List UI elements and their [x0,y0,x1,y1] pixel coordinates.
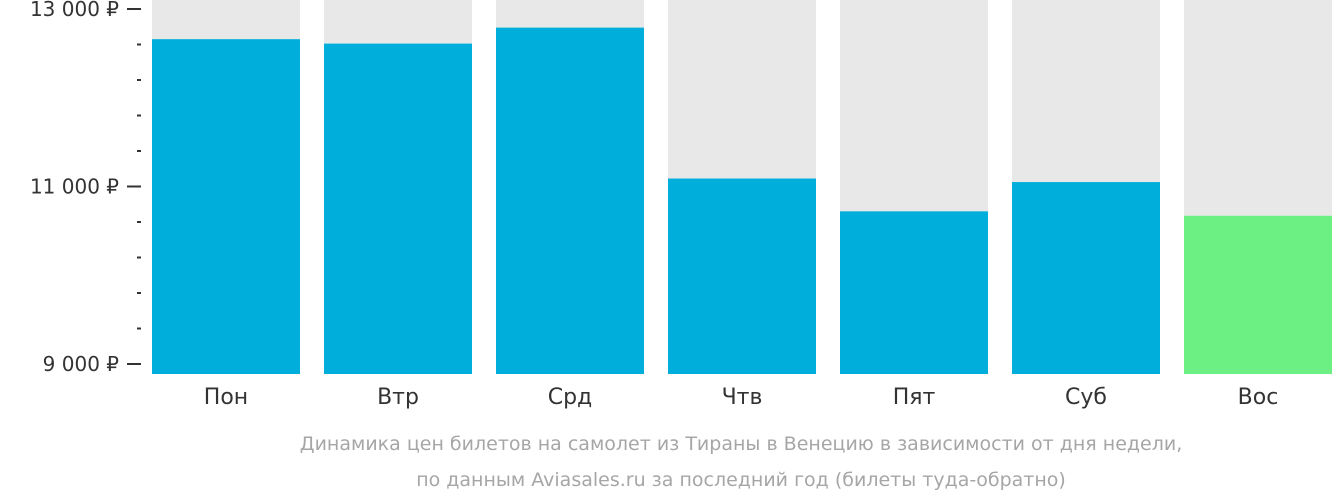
y-tick-label: 9 000 ₽ [43,352,120,376]
bar[interactable] [840,211,988,374]
chart-caption-line-2: по данным Aviasales.ru за последний год … [416,469,1066,491]
x-tick-label: Втр [377,385,419,410]
x-tick-label: Вос [1238,385,1279,410]
x-tick-label: Пят [893,385,936,410]
y-tick-label: 11 000 ₽ [30,175,119,199]
bar[interactable] [668,178,816,374]
bar[interactable] [1184,215,1332,374]
bar[interactable] [152,39,300,375]
x-tick-label: Срд [548,385,593,410]
bars [152,0,1332,375]
chart-caption-line-1: Динамика цен билетов на самолет из Тиран… [299,433,1183,455]
bar[interactable] [1012,182,1160,374]
x-tick-label: Пон [204,385,248,410]
bar[interactable] [496,27,644,374]
bar[interactable] [324,43,472,375]
price-by-weekday-chart: 13 000 ₽ 11 000 ₽ 9 000 ₽ Пон Втр Срд Чтв Пят С… [30,0,1332,410]
y-tick-label: 13 000 ₽ [30,0,119,21]
x-axis: Пон Втр Срд Чтв Пят Суб Вос [204,385,1279,410]
x-tick-label: Суб [1065,385,1107,410]
y-axis: 13 000 ₽ 11 000 ₽ 9 000 ₽ [30,0,141,376]
x-tick-label: Чтв [722,385,763,410]
